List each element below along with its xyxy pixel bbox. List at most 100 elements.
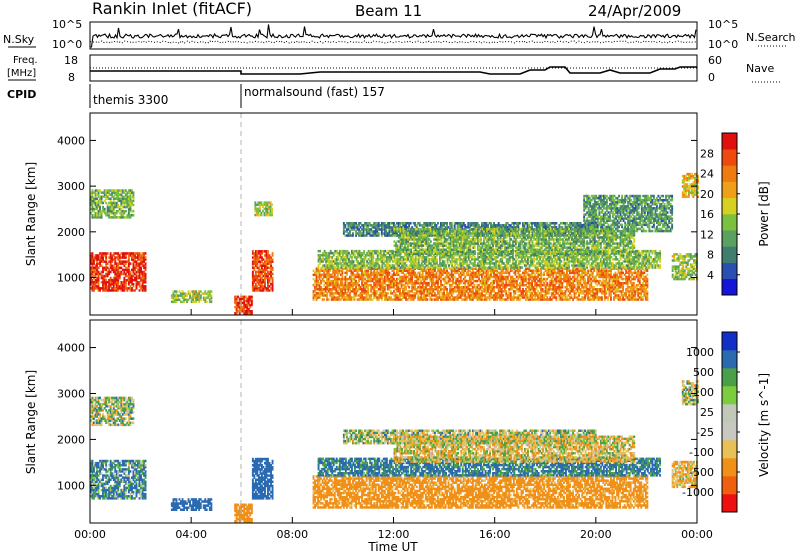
- heatmap-cell: [327, 288, 330, 291]
- heatmap-cell: [91, 266, 94, 270]
- heatmap-cell: [397, 286, 400, 289]
- heatmap-cell: [362, 296, 365, 299]
- heatmap-cell: [105, 278, 108, 282]
- heatmap-cell: [394, 281, 397, 285]
- heatmap-cell: [394, 283, 397, 287]
- heatmap-cell: [380, 292, 383, 295]
- heatmap-cell: [97, 266, 100, 270]
- heatmap-cell: [94, 258, 97, 261]
- heatmap-cell: [129, 270, 132, 274]
- heatmap-cell: [120, 260, 123, 263]
- heatmap-cell: [190, 298, 193, 301]
- heatmap-cell: [262, 250, 265, 253]
- heatmap-cell: [352, 281, 354, 285]
- heatmap-cell: [111, 278, 114, 282]
- heatmap-cell: [195, 298, 198, 301]
- heatmap-cell: [135, 274, 138, 278]
- heatmap-cell: [268, 278, 271, 282]
- heatmap-cell: [324, 288, 327, 291]
- heatmap-cell: [367, 269, 370, 272]
- heatmap-cell: [123, 252, 126, 255]
- heatmap-cell: [120, 285, 123, 288]
- heatmap-cell: [127, 205, 130, 209]
- heatmap-cell: [112, 191, 115, 194]
- heatmap-cell: [94, 272, 97, 276]
- heatmap-cell: [93, 274, 95, 278]
- heatmap-cell: [112, 197, 115, 200]
- heatmap-cell: [123, 195, 126, 198]
- heatmap-cell: [127, 272, 130, 276]
- heatmap-cell: [127, 274, 130, 278]
- heatmap-cell: [93, 283, 95, 286]
- heatmap-cell: [393, 273, 395, 277]
- heatmap-cell: [399, 277, 401, 281]
- heatmap-cell: [353, 292, 356, 295]
- heatmap-cell: [265, 258, 268, 261]
- heatmap-cell: [268, 201, 270, 204]
- heatmap-cell: [363, 249, 366, 253]
- heatmap-cell: [342, 298, 345, 301]
- heatmap-cell: [129, 207, 132, 211]
- heatmap-cell: [414, 273, 417, 277]
- heatmap-cell: [326, 283, 329, 287]
- heatmap-cell: [131, 276, 133, 280]
- heatmap-cell: [320, 279, 323, 283]
- heatmap-cell: [264, 278, 266, 282]
- heatmap-cell: [268, 289, 271, 292]
- heatmap-cell: [120, 197, 123, 200]
- heatmap-cell: [312, 292, 315, 295]
- heatmap-cell: [338, 298, 341, 301]
- heatmap-cell: [271, 285, 274, 288]
- heatmap-cell: [183, 300, 185, 304]
- heatmap-cell: [127, 262, 130, 265]
- heatmap-cell: [112, 211, 115, 215]
- heatmap-cell: [484, 266, 487, 269]
- heatmap-cell: [391, 283, 394, 287]
- heatmap-cell: [127, 203, 130, 207]
- heatmap-cell: [108, 281, 111, 284]
- heatmap-cell: [138, 276, 141, 280]
- heatmap-cell: [112, 207, 115, 211]
- heatmap-cell: [427, 292, 430, 295]
- heatmap-cell: [109, 205, 112, 209]
- heatmap-cell: [144, 274, 147, 278]
- heatmap-cell: [114, 258, 117, 261]
- heatmap-cell: [346, 294, 348, 297]
- heatmap-cell: [256, 285, 259, 288]
- heatmap-cell: [341, 269, 344, 272]
- heatmap-cell: [335, 288, 338, 291]
- heatmap-cell: [100, 270, 103, 274]
- heatmap-cell: [646, 273, 649, 277]
- heatmap-cell: [408, 296, 411, 299]
- heatmap-cell: [178, 290, 181, 293]
- heatmap-cell: [202, 292, 205, 295]
- heatmap-cell: [102, 258, 104, 261]
- heatmap-cell: [141, 262, 144, 265]
- heatmap-cell: [409, 279, 412, 283]
- heatmap-cell: [379, 275, 382, 279]
- heatmap-cell: [502, 294, 505, 297]
- heatmap-cell: [106, 191, 109, 194]
- heatmap-cell: [376, 271, 379, 275]
- heatmap-cell: [259, 287, 262, 290]
- heatmap-cell: [256, 264, 259, 267]
- heatmap-cell: [97, 201, 100, 205]
- heatmap-cell: [112, 205, 115, 209]
- heatmap-cell: [183, 294, 185, 297]
- heatmap-cell: [100, 191, 103, 194]
- heatmap-cell: [135, 276, 138, 280]
- heatmap-cell: [318, 269, 321, 272]
- heatmap-cell: [99, 262, 101, 265]
- heatmap-cell: [371, 271, 374, 275]
- heatmap-cell: [383, 271, 386, 275]
- heatmap-cell: [137, 252, 139, 255]
- heatmap-cell: [436, 258, 438, 261]
- heatmap-cell: [94, 193, 97, 196]
- heatmap-cell: [251, 281, 254, 284]
- heatmap-cell: [105, 285, 108, 288]
- heatmap-cell: [362, 279, 365, 283]
- heatmap-cell: [137, 270, 139, 274]
- heatmap-cell: [94, 191, 97, 194]
- heatmap-cell: [270, 287, 272, 290]
- heatmap-cell: [265, 264, 268, 267]
